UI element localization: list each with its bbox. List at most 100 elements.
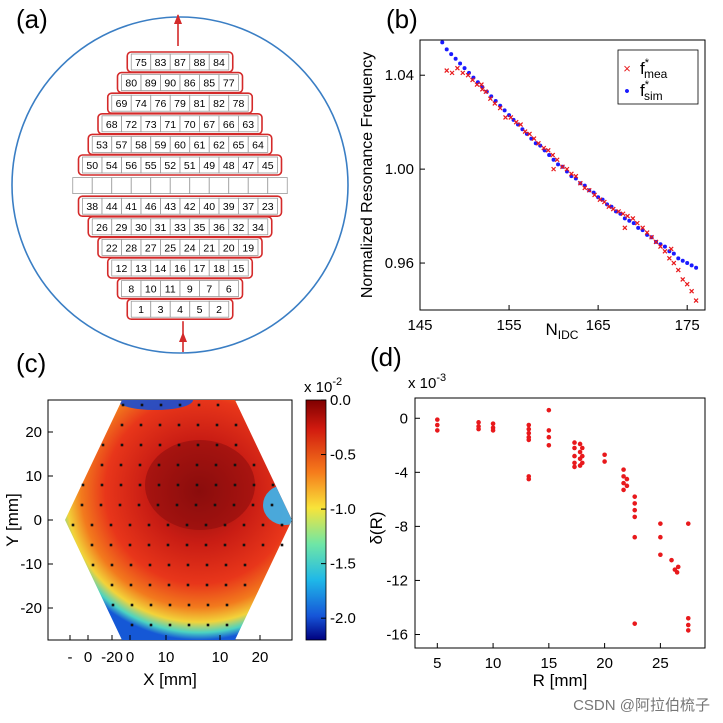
x-tick-label-d: 5 [433, 655, 441, 672]
panel-label-b: (b) [386, 4, 418, 34]
routing-arrow-icon [179, 332, 187, 342]
electrode-cell [267, 177, 288, 195]
delta-point [572, 440, 577, 445]
electrode-cell [208, 53, 230, 71]
delta-point [577, 441, 583, 447]
electrode-marker [280, 543, 284, 547]
x-tick-label-c: - [68, 649, 73, 666]
delta-point [674, 570, 680, 575]
electrode-cell-label: 36 [213, 222, 225, 234]
sim-point [484, 89, 489, 94]
y-tick-label-d: 0 [400, 410, 408, 427]
electrode-cell-label: 66 [223, 119, 235, 131]
electrode-cell-label: 62 [213, 139, 225, 151]
delta-point [435, 428, 440, 433]
electrode-cell [228, 177, 249, 195]
sim-point [631, 221, 636, 226]
electrode-marker [204, 523, 208, 527]
electrode-cell-label: 13 [135, 263, 147, 275]
electrode-cell-label: 6 [226, 284, 232, 296]
electrode-cell-label: 70 [184, 119, 196, 131]
electrode-marker [91, 563, 95, 567]
mea-point [620, 211, 626, 217]
mea-point [503, 115, 508, 120]
electrode-marker [147, 543, 151, 547]
mea-point [662, 248, 668, 254]
electrode-marker [90, 543, 94, 547]
delta-point [572, 445, 577, 451]
electrode-marker [101, 443, 105, 447]
delta-point [577, 449, 583, 455]
electrode-marker [224, 583, 228, 587]
electrode-marker [130, 603, 134, 607]
electrode-cell-label: 40 [203, 201, 215, 213]
mea-point [649, 234, 654, 240]
electrode-cell-label: 34 [252, 222, 264, 234]
colorbar [305, 399, 327, 641]
x-tick-label-c: 20 [252, 649, 269, 666]
y-tick-label-d: -4 [395, 464, 408, 481]
electrode-cell [208, 300, 230, 318]
plot-area-d [414, 397, 706, 649]
sim-point [440, 40, 445, 45]
x-tick-label-c: 10 [212, 649, 229, 666]
electrode-marker [167, 583, 171, 587]
delta-point [685, 521, 691, 526]
y-tick-label-c: -20 [20, 600, 42, 617]
electrode-marker [156, 503, 160, 507]
electrode-cell-label: 25 [164, 242, 176, 254]
delta-point [490, 421, 496, 426]
sim-point [556, 162, 561, 167]
electrode-marker [195, 483, 199, 487]
electrode-marker [157, 463, 161, 467]
electrode-cell-label: 68 [106, 119, 118, 131]
mea-point [531, 136, 537, 142]
electrode-cell-label: 5 [197, 304, 203, 316]
delta-point [624, 483, 630, 489]
electrode-cell [228, 259, 249, 277]
mea-point [497, 105, 503, 111]
electrode-marker [129, 583, 133, 587]
delta-point [602, 452, 607, 458]
delta-point [675, 564, 681, 570]
electrode-marker [140, 403, 144, 407]
mea-point [573, 173, 579, 179]
electrode-cell-label: 27 [145, 242, 157, 254]
x-tick-label-c: 10 [158, 649, 175, 666]
electrode-marker [128, 523, 132, 527]
mea-point [551, 166, 557, 172]
electrode-marker [223, 523, 227, 527]
y-tick-label-c: 20 [25, 424, 42, 441]
electrode-cell-label: 63 [242, 119, 254, 131]
electrode-cell-label: 2 [216, 304, 222, 316]
electrode-cell-label: 29 [116, 222, 128, 234]
electrode-cell-label: 89 [145, 78, 157, 90]
electrode-marker [81, 483, 85, 487]
electrode-marker [130, 623, 134, 627]
electrode-cell-label: 55 [145, 160, 157, 172]
mea-point [640, 225, 646, 231]
electrode-marker [158, 443, 162, 447]
electrode-cell-label: 79 [174, 98, 186, 110]
electrode-cell-label: 30 [135, 222, 147, 234]
electrode-cell-label: 32 [233, 222, 245, 234]
mea-point [630, 216, 636, 221]
electrode-cell [150, 177, 171, 195]
electrode-marker [215, 443, 219, 447]
electrode-cell [218, 74, 239, 91]
mea-point [666, 255, 672, 261]
electrode-marker [196, 443, 200, 447]
electrode-cell-label: 51 [184, 160, 196, 172]
electrode-cell-label: 71 [164, 119, 176, 131]
electrode-marker [148, 563, 152, 567]
delta-point [685, 622, 691, 628]
delta-point [546, 428, 552, 433]
delta-point [621, 480, 626, 486]
electrode-cell-label: 56 [125, 160, 137, 172]
mea-point [586, 187, 592, 193]
electrode-marker [195, 463, 199, 467]
mea-point [508, 115, 514, 120]
electrode-cell-label: 15 [233, 263, 245, 275]
sim-point [449, 52, 454, 57]
